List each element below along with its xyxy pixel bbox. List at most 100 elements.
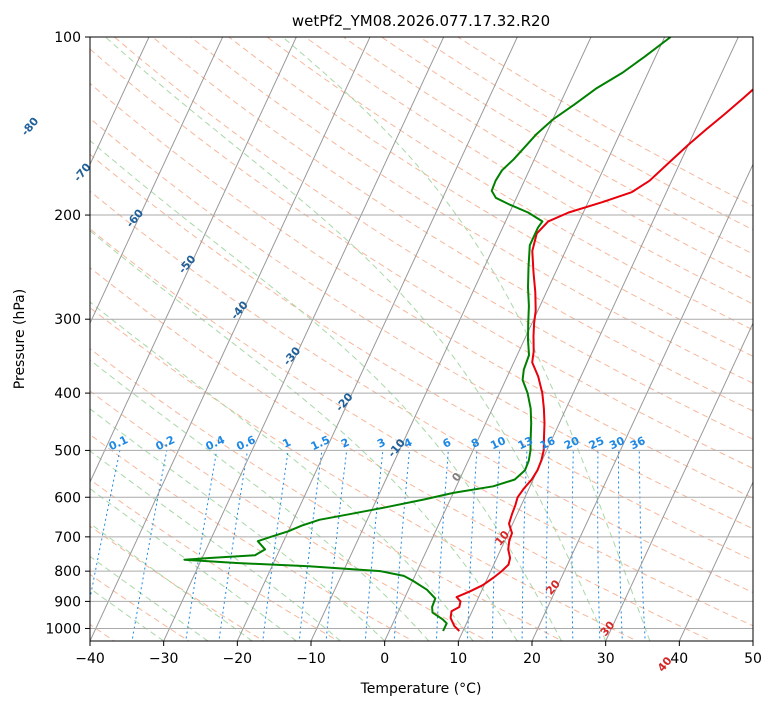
- temperature-profile: [449, 88, 753, 632]
- dry-adiabat-line: [90, 348, 564, 641]
- mixing-ratio-line: [571, 450, 574, 641]
- x-tick-label: 0: [380, 651, 389, 667]
- dry-adiabat-line: [90, 390, 489, 641]
- isotherm-line: [163, 37, 445, 641]
- dry-adiabat-line: [90, 479, 340, 641]
- isotherm-line: [90, 37, 371, 641]
- y-tick-label: 700: [54, 530, 81, 546]
- mixing-ratio-lines: [90, 450, 646, 641]
- x-tick-label: 30: [597, 651, 615, 667]
- dry-adiabat-line: [90, 267, 713, 641]
- isotherm-line: [90, 37, 150, 166]
- moist-adiabat-line: [90, 450, 341, 641]
- x-tick-label: 40: [670, 651, 688, 667]
- mixing-ratio-label: 10: [488, 434, 508, 452]
- dry-adiabat-line: [457, 37, 753, 207]
- mixing-ratio-label: 13: [516, 434, 535, 452]
- mixing-ratio-label: 16: [538, 434, 558, 452]
- isotherm-line: [90, 37, 224, 325]
- x-axis-label: Temperature (°C): [360, 681, 482, 697]
- mixing-ratio-label: 1: [281, 436, 293, 451]
- dry-adiabat-line: [90, 228, 753, 627]
- moist-adiabat-line: [90, 522, 253, 641]
- moist-adiabat-line: [90, 555, 209, 641]
- dry-adiabat-line: [114, 37, 753, 440]
- mixing-ratio-label: 2: [339, 436, 351, 451]
- dry-adiabat-line: [152, 37, 753, 412]
- dry-adiabat-line: [90, 117, 753, 530]
- y-tick-label: 800: [54, 564, 81, 580]
- moist-adiabat-line: [105, 37, 607, 641]
- mixing-ratio-line: [325, 450, 348, 641]
- dry-adiabat-line: [90, 433, 414, 641]
- x-tick-label: 50: [744, 651, 762, 667]
- y-tick-label: 300: [54, 312, 81, 328]
- y-tick-label: 200: [54, 208, 81, 224]
- x-tick-label: −30: [149, 651, 179, 667]
- isotherm-line: [310, 37, 592, 641]
- moist-adiabat-line: [90, 301, 474, 641]
- x-tick-label: −40: [75, 651, 105, 667]
- isotherm-line: [678, 480, 753, 641]
- dry-adiabat-line: [90, 190, 753, 594]
- dry-adiabat-line: [266, 37, 753, 331]
- dry-adiabat-line: [90, 306, 639, 641]
- dry-adiabat-line: [90, 153, 753, 561]
- plot-frame: [89, 36, 754, 642]
- moist-adiabat-line: [90, 487, 297, 641]
- isotherm-label: -80: [19, 115, 42, 139]
- y-axis: 100 200 300 400 500 600 700 800 900 1000: [45, 30, 90, 638]
- dry-adiabat-line: [343, 37, 753, 280]
- x-tick-label: −20: [223, 651, 253, 667]
- isotherm-line: [236, 37, 518, 641]
- isotherm-line: [605, 321, 753, 641]
- x-axis: −40 −30 −20 −10 0 10 20 30 40 50: [75, 641, 762, 667]
- mixing-ratio-line: [597, 450, 601, 641]
- y-axis-label: Pressure (hPa): [12, 289, 28, 389]
- x-tick-label: −10: [296, 651, 326, 667]
- moist-adiabat-line: [90, 408, 386, 641]
- isotherms: [90, 37, 753, 641]
- mixing-ratio-line: [521, 450, 528, 641]
- plot-area: [90, 37, 753, 641]
- mixing-ratio-line: [466, 450, 478, 641]
- y-tick-label: 500: [54, 443, 81, 459]
- mixing-ratio-line: [131, 450, 168, 641]
- dry-adiabat-line: [304, 37, 753, 305]
- mixing-ratio-label: 25: [587, 434, 606, 452]
- y-tick-label: 900: [54, 594, 81, 610]
- y-tick-label: 1000: [45, 622, 81, 638]
- mixing-ratio-label: 3: [375, 436, 387, 451]
- mixing-ratio-label: 30: [607, 434, 627, 452]
- dewpoint-profile: [183, 37, 672, 632]
- isotherm-line: [90, 37, 297, 484]
- isotherm-line: [457, 37, 739, 641]
- profiles: [183, 37, 753, 632]
- y-tick-label: 400: [54, 386, 81, 402]
- mixing-ratio-line: [491, 450, 501, 641]
- mixing-ratio-line: [218, 450, 248, 641]
- isobars: [90, 37, 753, 629]
- moist-adiabat-line: [90, 587, 164, 641]
- x-tick-label: 10: [449, 651, 467, 667]
- mixing-ratio-line: [90, 450, 121, 601]
- mixing-ratio-line: [545, 450, 550, 641]
- isotherm-line: [531, 163, 753, 641]
- mixing-ratio-label: 20: [562, 434, 582, 452]
- mixing-ratio-line: [638, 450, 646, 641]
- moist-adiabat-line: [282, 37, 651, 641]
- moist-adiabat-line: [90, 359, 430, 641]
- mixing-ratio-line: [185, 450, 218, 641]
- moist-adiabat-line: [90, 230, 518, 641]
- isotherm-line: [752, 639, 753, 641]
- mixing-ratio-line: [262, 450, 289, 641]
- isotherm-label: 0: [449, 470, 464, 484]
- dry-adiabat-line: [90, 82, 753, 499]
- mixing-ratio-line: [618, 450, 623, 641]
- dry-adiabats: [90, 37, 753, 641]
- y-tick-label: 600: [54, 490, 81, 506]
- x-tick-label: 20: [523, 651, 541, 667]
- moist-adiabats: [90, 37, 651, 641]
- mixing-ratio-label: 36: [628, 434, 648, 452]
